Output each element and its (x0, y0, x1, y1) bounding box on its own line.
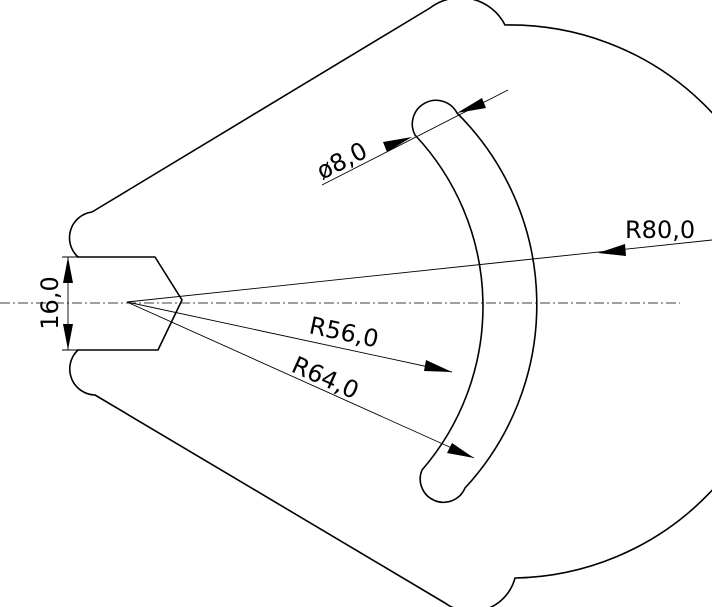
arrow-r56 (424, 360, 452, 372)
leader-r56 (126, 301, 453, 373)
part-outline (68, 0, 712, 607)
arrow-r64 (447, 443, 474, 458)
leader-r64 (126, 301, 475, 459)
arrow-diameter-a (383, 137, 412, 152)
dim-16-arrow-top (63, 257, 73, 283)
dim-slot-inner-radius-label: R56,0 (307, 311, 381, 353)
arrow-diameter-b (457, 98, 486, 113)
dim-slot-width-label: ø8,0 (312, 136, 372, 185)
dim-16-arrow-bottom (63, 324, 73, 350)
arrow-r80 (598, 244, 626, 256)
dim-flat-height-label: 16,0 (36, 276, 64, 329)
dim-slot-outer-radius-label: R64,0 (288, 351, 363, 405)
keyway-notch (77, 256, 183, 351)
curved-slot (411, 99, 538, 504)
dim-outer-radius-label: R80,0 (625, 216, 695, 244)
